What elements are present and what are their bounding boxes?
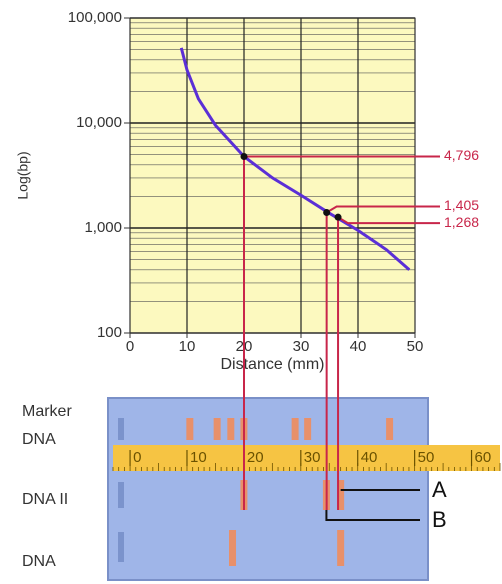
x-tick-label: 10 <box>179 338 196 355</box>
annotation-label: A <box>432 477 447 502</box>
highlight-point <box>334 213 342 221</box>
x-tick-label: 30 <box>293 338 310 355</box>
ruler-tick-label: 10 <box>190 449 207 466</box>
y-tick-label: 100 <box>97 324 122 341</box>
well <box>118 532 124 562</box>
highlight-point <box>240 153 248 161</box>
annotation-label: B <box>432 507 447 532</box>
ruler-tick-label: 60 <box>475 449 492 466</box>
y-tick-label: 10,000 <box>76 114 122 131</box>
highlight-leader <box>326 205 440 214</box>
lane-label: DNA II <box>22 491 69 508</box>
lane-labels: Marker DNA DNA II DNA <box>22 403 72 570</box>
band <box>337 480 345 510</box>
ruler-tick-label: 40 <box>361 449 378 466</box>
plot-area <box>130 18 415 333</box>
lane-label: DNA <box>22 553 56 570</box>
x-axis-label: Distance (mm) <box>220 356 324 373</box>
ruler-tick-label: 30 <box>304 449 321 466</box>
band <box>386 418 394 440</box>
band <box>186 418 194 440</box>
well <box>118 418 124 440</box>
y-axis-label: Log(bp) <box>15 151 31 199</box>
highlight-label: 4,796 <box>444 147 479 163</box>
band <box>304 418 312 440</box>
well <box>118 482 124 508</box>
x-tick-label: 50 <box>407 338 424 355</box>
band <box>227 418 235 440</box>
highlight-leader <box>337 216 440 225</box>
ruler-tick-label: 0 <box>133 449 141 466</box>
highlight-point <box>323 208 331 216</box>
band <box>291 418 299 440</box>
x-tick-label: 40 <box>350 338 367 355</box>
band <box>337 530 345 566</box>
band <box>213 418 221 440</box>
highlight-label: 1,268 <box>444 214 479 230</box>
y-tick-label: 100,000 <box>68 9 122 26</box>
plot-frame <box>129 17 416 334</box>
x-tick-label: 0 <box>126 338 134 355</box>
band <box>229 530 237 566</box>
ruler-tick-label: 20 <box>247 449 264 466</box>
curve <box>179 47 411 271</box>
ruler-tick-label: 50 <box>418 449 435 466</box>
highlight-label: 1,405 <box>444 197 479 213</box>
lane-label: Marker DNA <box>22 403 72 448</box>
y-tick-label: 1,000 <box>84 219 122 236</box>
annotation-line <box>325 510 420 521</box>
ruler <box>113 445 500 471</box>
